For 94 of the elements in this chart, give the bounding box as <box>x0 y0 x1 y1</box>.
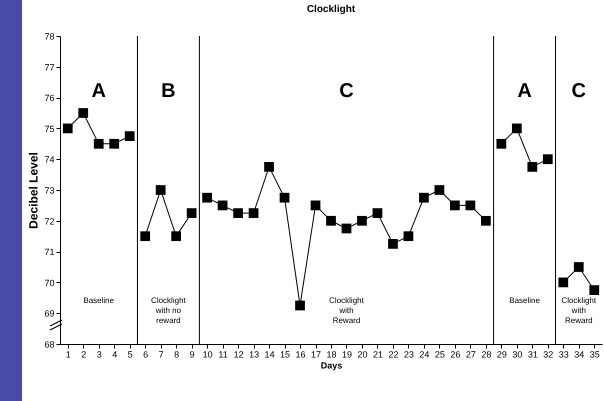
x-tick-label: 5 <box>128 350 133 360</box>
point <box>527 162 538 172</box>
x-tick-label: 27 <box>466 350 476 360</box>
x-tick-label: 13 <box>249 350 260 360</box>
x-axis-title: Days <box>320 360 342 370</box>
chart-title: Clocklight <box>306 4 356 15</box>
point <box>419 192 429 203</box>
point <box>512 124 522 134</box>
x-tick-label: 15 <box>280 350 290 360</box>
point <box>202 192 212 203</box>
point <box>388 239 398 249</box>
x-tick-label: 7 <box>158 350 164 360</box>
x-tick-label: 32 <box>543 350 554 360</box>
point <box>124 131 135 141</box>
x-tick-label: 18 <box>326 350 337 360</box>
point <box>280 192 290 203</box>
annotation: C <box>339 80 354 102</box>
annotation: Clocklight with Reward <box>329 296 365 325</box>
y-tick-label: 69 <box>44 308 54 319</box>
point <box>342 224 352 234</box>
x-tick-label: 6 <box>143 350 148 360</box>
x-tick-label: 29 <box>496 350 507 360</box>
y-tick-label: 72 <box>44 216 54 226</box>
x-tick-label: 24 <box>419 350 430 360</box>
x-tick-label: 1 <box>66 350 71 360</box>
x-tick-label: 28 <box>481 350 492 360</box>
x-tick-label: 21 <box>372 350 383 360</box>
annotation: C <box>572 80 586 102</box>
annotation: A <box>91 80 106 102</box>
point <box>156 185 166 195</box>
y-tick-label: 71 <box>44 247 54 258</box>
x-tick-label: 8 <box>174 350 180 360</box>
point <box>558 278 568 288</box>
annotation: Baseline <box>509 296 540 305</box>
x-tick-label: 25 <box>434 350 445 360</box>
annotation: B <box>161 80 176 102</box>
x-tick-label: 19 <box>342 350 352 360</box>
x-tick-label: 11 <box>218 350 228 360</box>
annotation: Baseline <box>83 296 115 305</box>
y-axis-title: Decibel Level <box>26 152 40 229</box>
x-tick-label: 22 <box>388 350 398 360</box>
annotation: A <box>517 80 532 102</box>
annotation: Clocklight with Reward <box>561 296 597 325</box>
point <box>450 200 460 210</box>
point <box>218 200 228 210</box>
point <box>94 138 104 149</box>
annotation: Clocklight with no reward <box>151 296 187 325</box>
point <box>542 154 553 164</box>
x-tick-label: 31 <box>528 350 538 360</box>
point <box>78 108 88 118</box>
x-tick-label: 14 <box>264 350 275 360</box>
point <box>171 231 182 242</box>
x-tick-label: 34 <box>574 350 584 360</box>
x-tick-label: 4 <box>112 350 118 360</box>
x-tick-label: 30 <box>512 350 522 360</box>
y-tick-label: 74 <box>44 154 54 165</box>
y-tick-label: 73 <box>44 186 54 196</box>
point <box>140 231 150 242</box>
x-tick-label: 23 <box>404 350 414 360</box>
point <box>109 138 120 149</box>
y-tick-label: 75 <box>44 124 54 134</box>
x-tick-label: 2 <box>81 350 86 360</box>
point <box>466 200 476 210</box>
x-tick-label: 9 <box>190 350 195 360</box>
point <box>295 300 305 310</box>
x-tick-label: 10 <box>202 350 213 360</box>
x-tick-label: 33 <box>558 350 569 360</box>
point <box>434 185 444 195</box>
y-tick-label: 68 <box>44 340 54 350</box>
point <box>589 285 600 295</box>
x-tick-label: 16 <box>296 350 306 360</box>
point <box>186 208 197 218</box>
point <box>62 124 73 134</box>
point <box>574 262 584 272</box>
y-tick-label: 76 <box>44 93 54 104</box>
y-tick-label: 70 <box>44 278 54 288</box>
point <box>496 138 506 149</box>
point <box>357 216 367 226</box>
x-tick-label: 20 <box>357 350 368 360</box>
x-tick-label: 35 <box>590 350 600 360</box>
point <box>310 200 320 210</box>
point <box>480 216 491 226</box>
point <box>233 208 243 218</box>
x-tick-label: 3 <box>96 350 102 360</box>
x-tick-label: 26 <box>450 350 460 360</box>
x-tick-label: 12 <box>234 350 244 360</box>
point <box>372 208 382 218</box>
x-tick-label: 17 <box>311 350 322 360</box>
point <box>264 162 274 172</box>
point <box>404 231 414 242</box>
point <box>248 208 258 218</box>
y-tick-label: 78 <box>44 32 54 42</box>
point <box>326 216 336 226</box>
y-tick-label: 77 <box>44 62 54 72</box>
